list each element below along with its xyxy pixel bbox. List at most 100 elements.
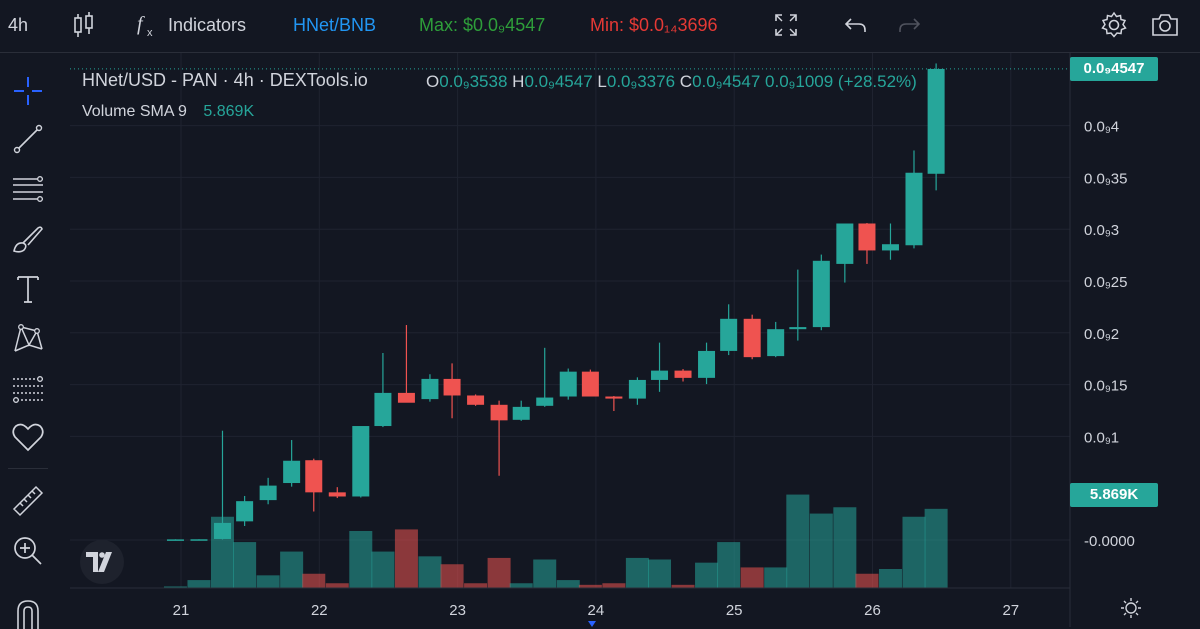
volume-bar [809, 513, 833, 588]
low-value: 0.0₉3376 [606, 72, 676, 91]
time-tick-label: 23 [449, 602, 466, 619]
time-tick-label: 26 [864, 602, 881, 619]
candle-body [559, 371, 577, 397]
candle-body [374, 392, 392, 427]
ohlc-readout: O0.0₉3538 H0.0₉4547 L0.0₉3376 C0.0₉4547 … [426, 72, 917, 92]
top-toolbar: 4h f x Indicators HNet/BNB Max: $0.0₉454… [0, 0, 1200, 53]
close-key: C [679, 72, 693, 91]
volume-bar [302, 573, 326, 588]
crosshair-icon[interactable] [10, 73, 46, 109]
candle-body [767, 329, 785, 357]
camera-icon[interactable] [1150, 11, 1180, 39]
magnet-icon[interactable] [10, 593, 46, 629]
brush-icon[interactable] [10, 221, 46, 257]
volume-bar [163, 586, 187, 588]
volume-bar [695, 562, 719, 588]
indicators-button[interactable]: Indicators [168, 15, 247, 35]
open-key: O [426, 72, 440, 91]
volume-bar [394, 529, 418, 588]
candle-body [581, 371, 599, 397]
volume-bar [280, 551, 304, 588]
ruler-icon[interactable] [10, 483, 46, 519]
candle-body [836, 223, 854, 264]
price-chart[interactable]: 0.0₉4 0.0₉35 0.0₉3 0.0₉25 0.0₉2 0.0₉15 0.0₉1 -0… [58, 53, 1200, 627]
close-value: 0.0₉4547 [692, 72, 761, 91]
open-value: 0.0₉3538 [439, 72, 508, 91]
volume-bar [371, 551, 395, 588]
horizontal-lines-icon[interactable] [10, 171, 46, 207]
candle-body [259, 485, 277, 501]
volume-tag: 5.869K [1070, 483, 1158, 507]
candle-body [720, 318, 738, 351]
volume-bar [764, 567, 788, 588]
candle-body [812, 260, 830, 328]
candle-body [236, 501, 254, 522]
low-key: L [597, 72, 607, 91]
volume-bars [163, 494, 948, 588]
price-tick-label: 0.0₉35 [1084, 170, 1127, 187]
price-tick-label: 0.0₉4 [1084, 119, 1119, 136]
min-price-label: Min: $0.0₁₄3696 [590, 15, 718, 35]
zoom-in-icon[interactable] [10, 533, 46, 569]
candle-body [651, 370, 669, 380]
volume-bar [855, 573, 879, 588]
prediction-tool-icon[interactable] [10, 371, 46, 407]
volume-bar [556, 580, 580, 588]
candle-body [881, 244, 899, 251]
price-tick-label: 0.0₉3 [1084, 222, 1119, 239]
candle-body [166, 539, 184, 541]
candle-body [190, 539, 208, 541]
volume-bar [924, 508, 948, 588]
pair-label[interactable]: HNet/BNB [293, 15, 377, 35]
volume-bar [602, 583, 626, 588]
candle-body [674, 370, 692, 378]
volume-bar [740, 567, 764, 588]
price-tick-label: 0.0₉25 [1084, 274, 1127, 291]
pattern-icon[interactable] [10, 321, 46, 357]
interval-button[interactable]: 4h [8, 15, 29, 35]
max-price-label: Max: $0.0₉4547 [419, 15, 546, 35]
time-tick-label: 22 [311, 602, 328, 619]
candle-body [305, 460, 323, 493]
svg-text:f: f [137, 13, 145, 35]
function-icon[interactable]: f x [134, 10, 160, 40]
candle-body [352, 426, 370, 497]
settings-gear-icon[interactable] [1100, 11, 1128, 39]
candle-body [490, 404, 508, 421]
candle-type-icon[interactable] [72, 10, 96, 40]
price-tick-label: 0.0₉1 [1084, 429, 1119, 446]
volume-bar [625, 557, 649, 588]
candle-body [858, 223, 876, 251]
candle-body [283, 460, 301, 484]
candle-body [467, 395, 485, 405]
volume-bar [671, 584, 695, 588]
favorites-heart-icon[interactable] [10, 419, 46, 455]
last-price-tag: 0.0₉4547 [1070, 57, 1158, 81]
fullscreen-icon[interactable] [773, 12, 799, 38]
svg-text:x: x [147, 27, 153, 39]
volume-bar [578, 584, 602, 588]
price-tick-label: 0.0₉15 [1084, 378, 1127, 395]
trend-line-icon[interactable] [10, 121, 46, 157]
volume-indicator-value: 5.869K [203, 103, 255, 120]
candlesticks [166, 63, 945, 541]
undo-icon[interactable] [843, 12, 869, 38]
volume-bar [464, 583, 488, 588]
volume-bar [440, 564, 464, 588]
redo-icon[interactable] [896, 12, 922, 38]
volume-bar [256, 575, 280, 588]
volume-bar [349, 531, 373, 588]
high-value: 0.0₉4547 [524, 72, 593, 91]
time-scroll-marker[interactable] [588, 621, 596, 627]
axis-settings-icon[interactable] [1121, 598, 1141, 618]
volume-bar [786, 494, 810, 588]
volume-indicator-name: Volume SMA 9 [82, 103, 187, 120]
volume-bar [187, 580, 211, 588]
volume-bar [902, 516, 926, 588]
text-tool-icon[interactable] [10, 271, 46, 307]
time-tick-label: 27 [1002, 602, 1019, 619]
tradingview-logo [80, 540, 124, 584]
candle-body [397, 392, 415, 403]
volume-bar [509, 583, 533, 588]
volume-bar [533, 559, 557, 588]
